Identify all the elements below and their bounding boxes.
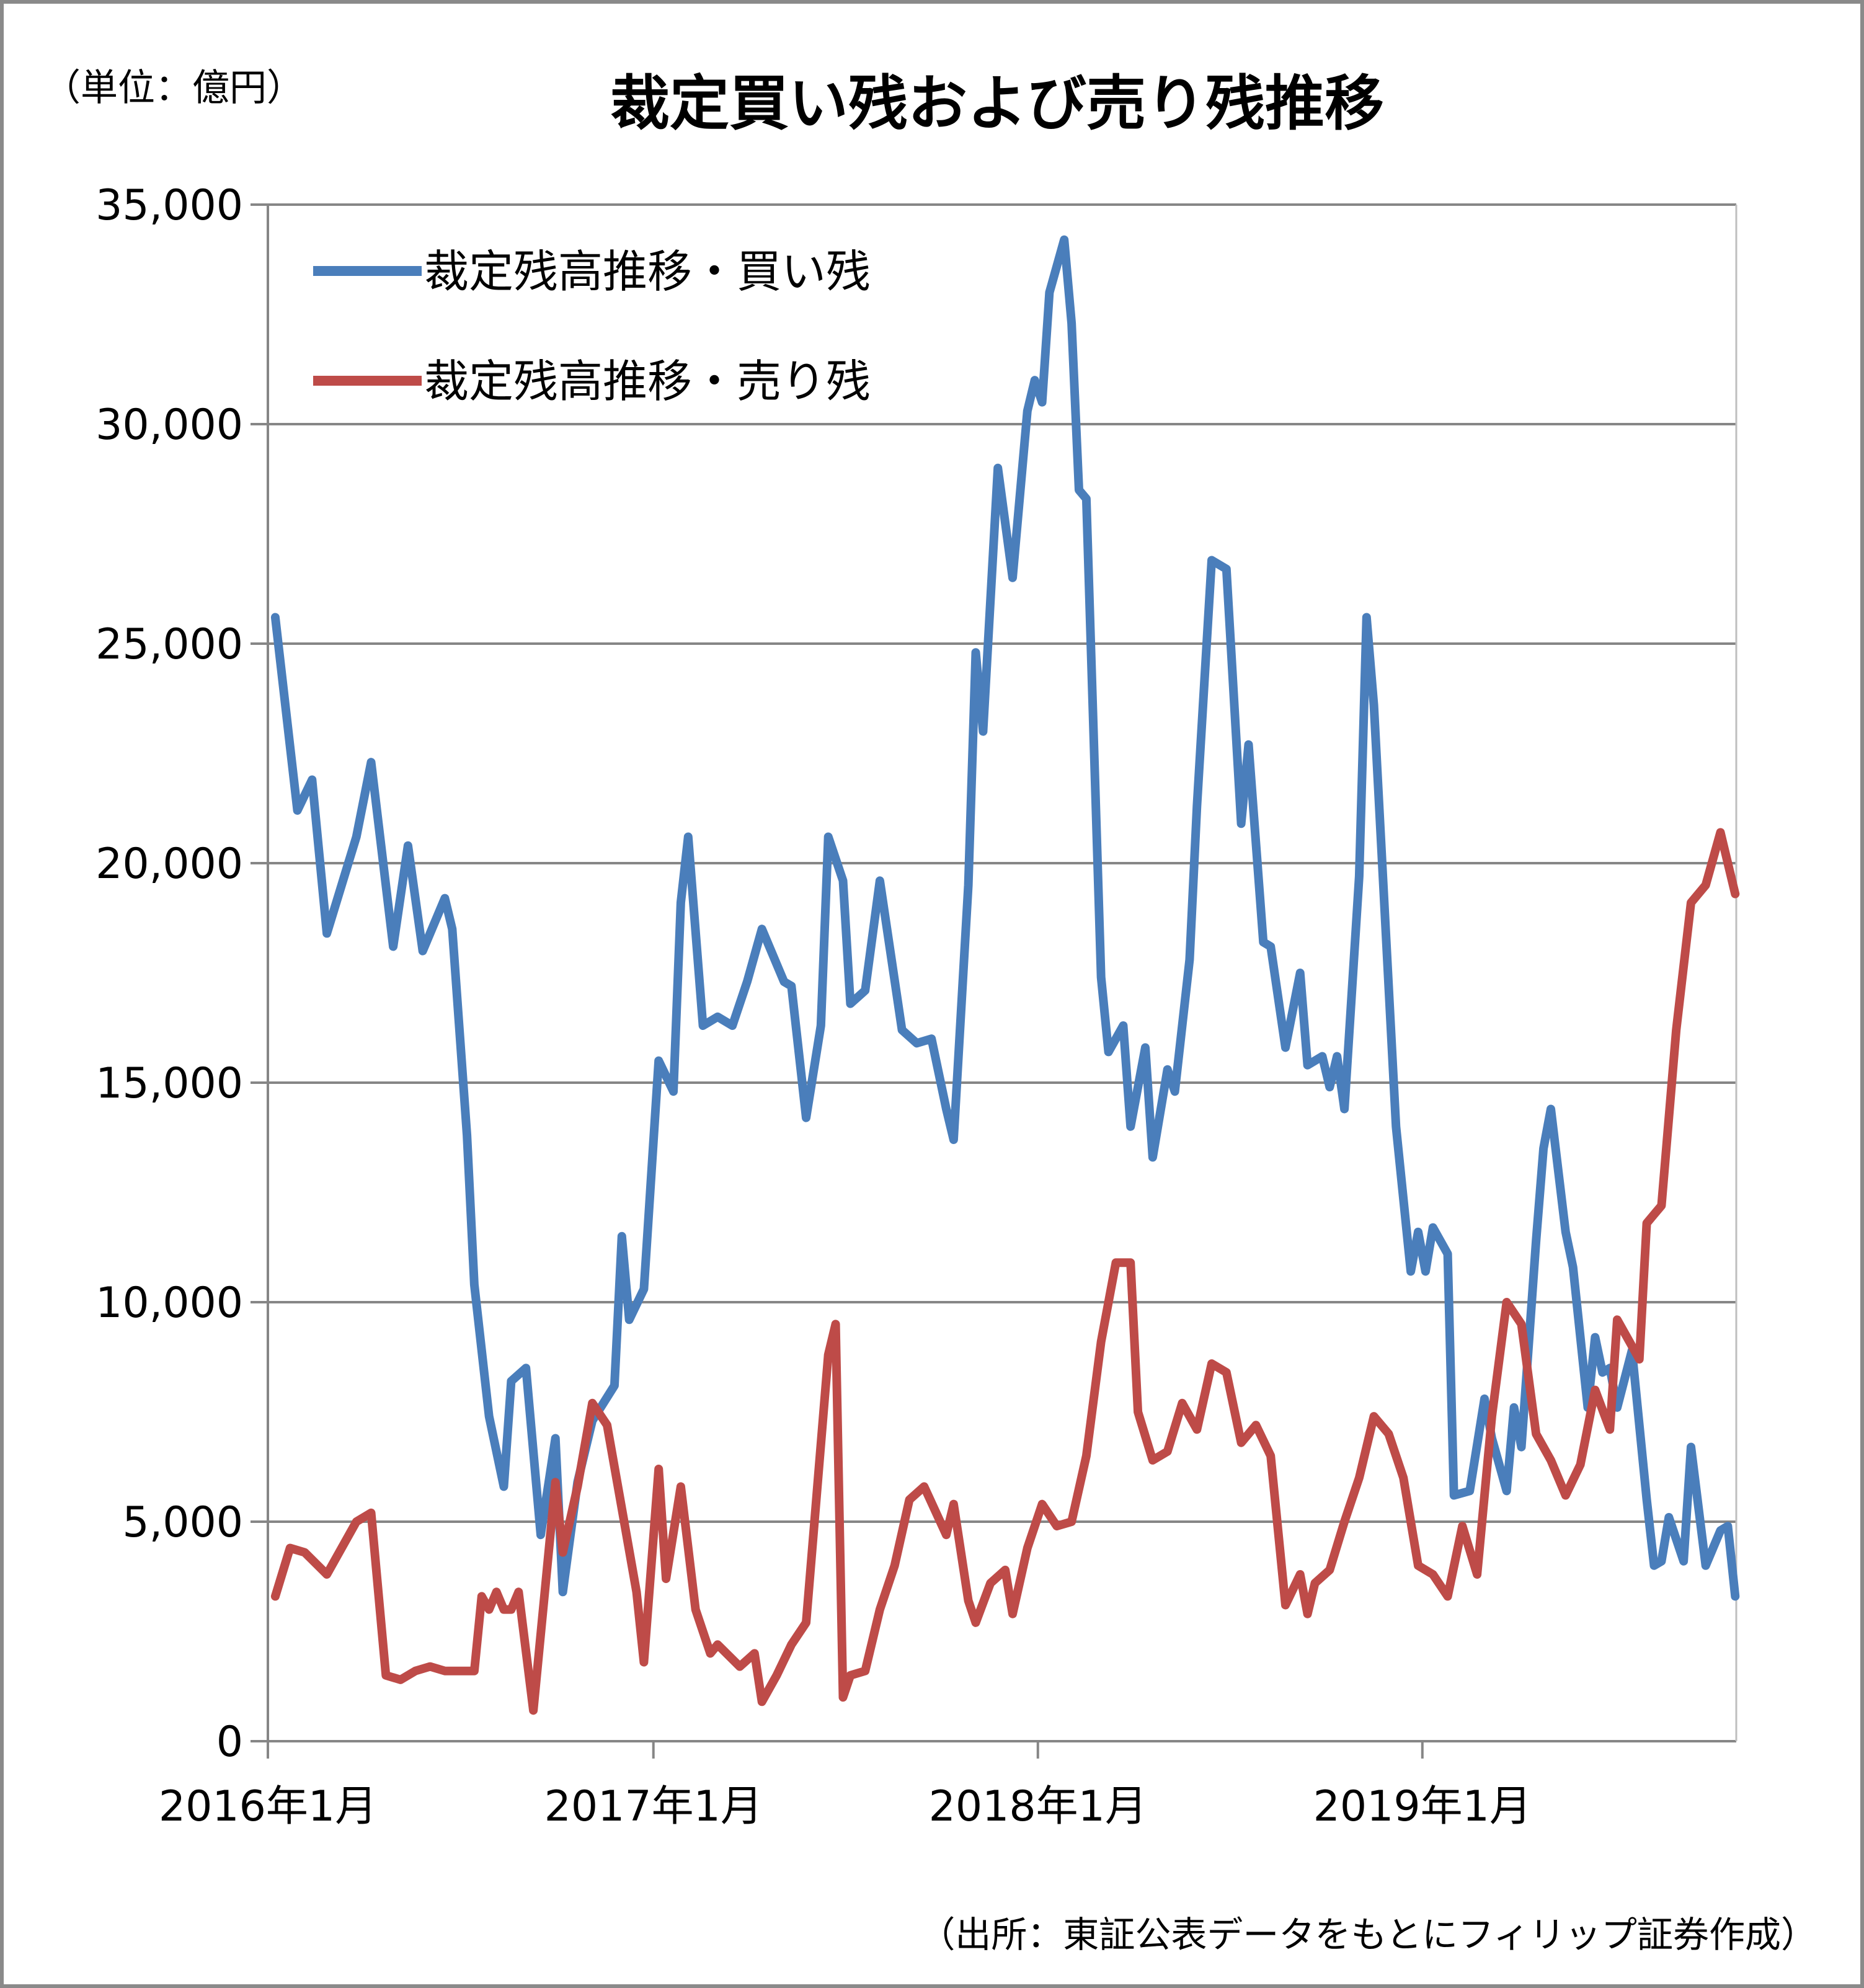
y-tick-label: 25,000 [95, 620, 243, 669]
source-note: （出所：東証公表データをもとにフィリップ証券作成） [919, 1914, 1817, 1956]
y-tick-label: 35,000 [95, 181, 243, 230]
y-axis-tick-labels: 0 5,000 10,000 15,000 20,000 25,000 30,000 35,0… [95, 181, 243, 1767]
x-tick-label: 2019年1月 [1313, 1782, 1532, 1831]
y-tick-label: 15,000 [95, 1059, 243, 1108]
x-axis-tick-labels: 2016年1月 2017年1月 2018年1月 2019年1月 [159, 1782, 1532, 1831]
legend-label-buy: 裁定残高推移・買い残 [424, 246, 871, 298]
series-line-sell [270, 828, 1740, 1715]
series-lines [270, 235, 1740, 1715]
axes [267, 205, 1738, 1759]
y-tick-label: 0 [216, 1718, 243, 1767]
legend-label-sell: 裁定残高推移・売り残 [424, 355, 871, 407]
x-tick-label: 2016年1月 [159, 1782, 377, 1831]
y-tick-label: 5,000 [122, 1498, 243, 1547]
x-tick-label: 2018年1月 [929, 1782, 1147, 1831]
chart-title: 裁定買い残および売り残推移 [610, 69, 1384, 138]
y-tick-label: 30,000 [95, 401, 243, 450]
gridlines [251, 203, 1736, 1742]
y-tick-label: 10,000 [95, 1279, 243, 1328]
y-tick-label: 20,000 [95, 840, 243, 889]
legend: 裁定残高推移・買い残 裁定残高推移・売り残 [313, 246, 871, 407]
unit-label: （単位：億円） [43, 66, 304, 110]
x-tick-label: 2017年1月 [544, 1782, 763, 1831]
